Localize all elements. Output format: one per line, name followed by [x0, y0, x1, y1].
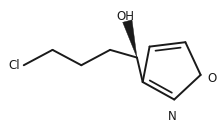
Text: N: N [168, 110, 177, 123]
Polygon shape [123, 20, 137, 58]
Text: Cl: Cl [8, 59, 20, 72]
Text: OH: OH [117, 10, 134, 23]
Text: O: O [208, 72, 217, 85]
